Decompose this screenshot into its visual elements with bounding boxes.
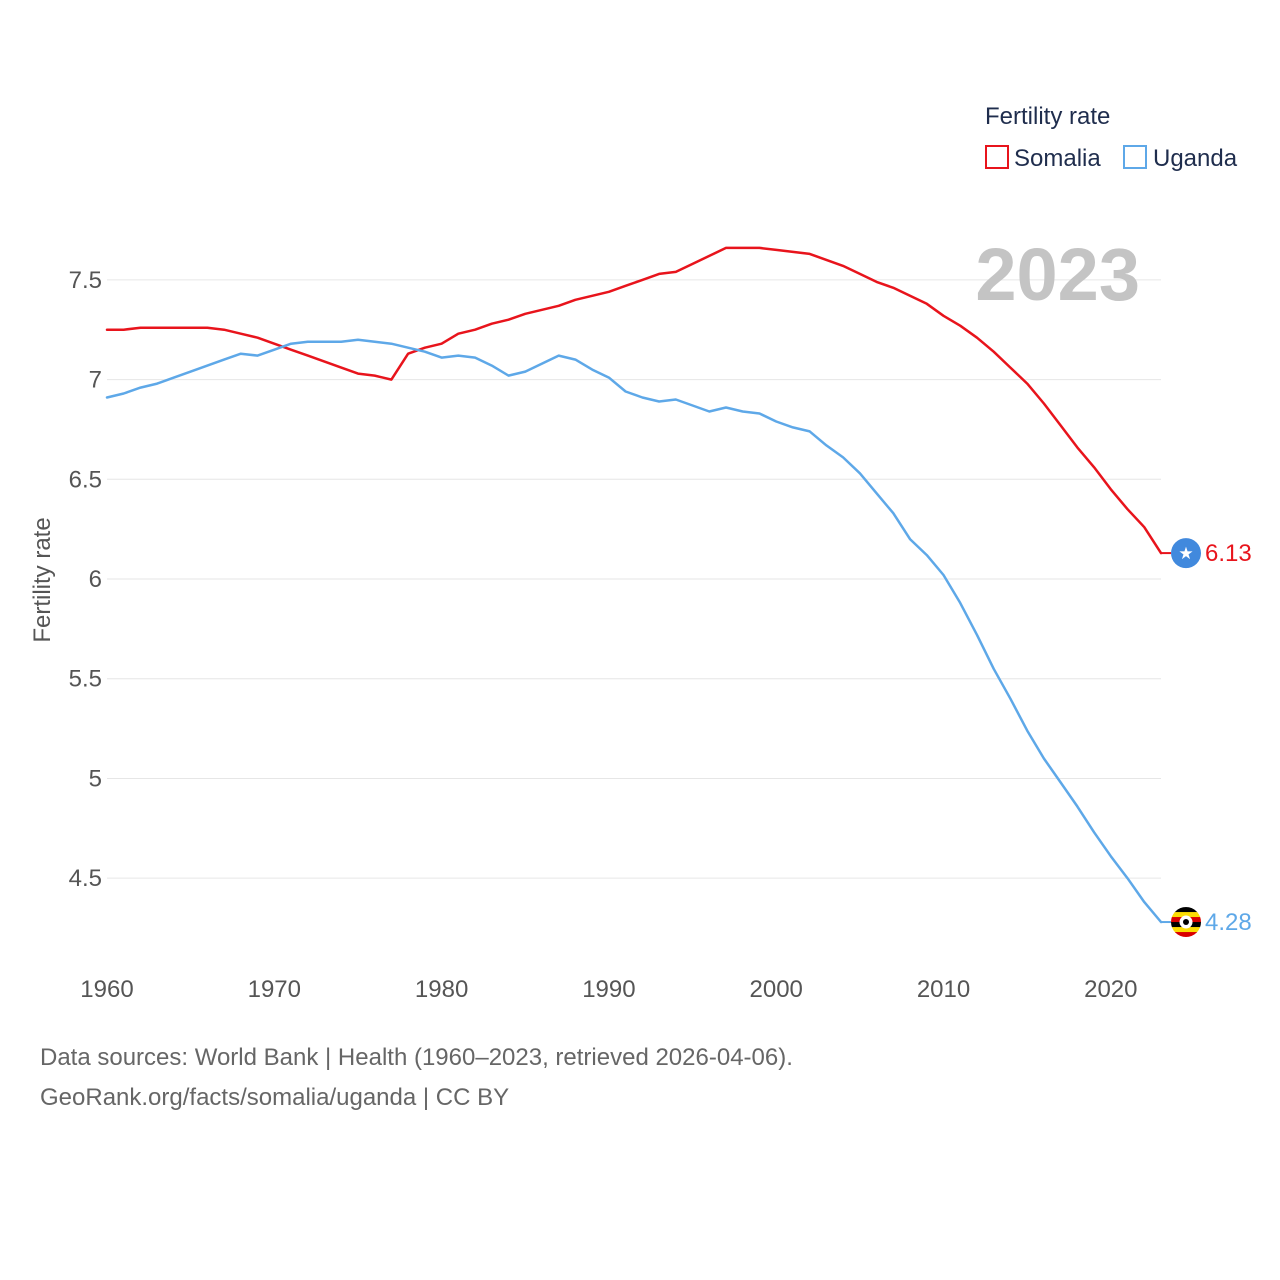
flag-stripe [1171,927,1201,933]
x-tick-label: 1990 [582,976,635,1003]
x-tick-label: 1960 [80,976,133,1003]
y-tick-label: 7.5 [69,267,102,294]
flag-disc [1171,538,1201,569]
legend-label-uganda[interactable]: Uganda [1153,145,1238,172]
attribution-link[interactable]: GeoRank.org/facts/somalia/uganda | CC BY [40,1084,510,1111]
flag-crane [1183,919,1189,926]
y-tick-label: 4.5 [69,865,102,892]
x-tick-label: 2020 [1084,976,1137,1003]
legend-swatch-uganda[interactable] [1123,145,1147,169]
y-tick-label: 5 [89,765,102,792]
x-tick-label: 1970 [248,976,301,1003]
end-value-label-somalia: 6.13 [1205,540,1252,567]
y-tick-label: 7 [89,367,102,394]
flag-stripe [1171,932,1201,938]
flag-stripe [1171,912,1201,918]
series-line-uganda[interactable] [105,338,1163,924]
legend-swatch-somalia[interactable] [985,145,1009,169]
x-tick-label: 2000 [750,976,803,1003]
flag-stripe [1171,907,1201,913]
x-tick-label: 2010 [917,976,970,1003]
grid-lines [107,279,1161,879]
source-note: Data sources: World Bank | Health (1960–… [40,1044,793,1071]
year-label: 2023 [975,233,1140,316]
legend: Fertility rate Somalia Uganda [985,103,1238,172]
x-tick-label: 1980 [415,976,468,1003]
series-lines [105,246,1163,924]
legend-label-somalia[interactable]: Somalia [1014,145,1101,172]
y-axis-title: Fertility rate [29,517,56,642]
y-tick-label: 6.5 [69,466,102,493]
uganda-flag-icon [1171,907,1201,938]
legend-title: Fertility rate [985,103,1110,130]
y-axis-ticks: 4.5 5 5.5 6 6.5 7 7.5 [69,267,102,892]
y-tick-label: 6 [89,566,102,593]
x-axis-ticks: 1960 1970 1980 1990 2000 2010 2020 [80,976,1137,1003]
end-markers: ★ 6.13 4.28 [1161,538,1252,938]
y-tick-label: 5.5 [69,666,102,693]
flag-star: ★ [1178,544,1193,563]
somalia-flag-icon: ★ [1171,538,1201,569]
end-value-label-uganda: 4.28 [1205,909,1252,936]
